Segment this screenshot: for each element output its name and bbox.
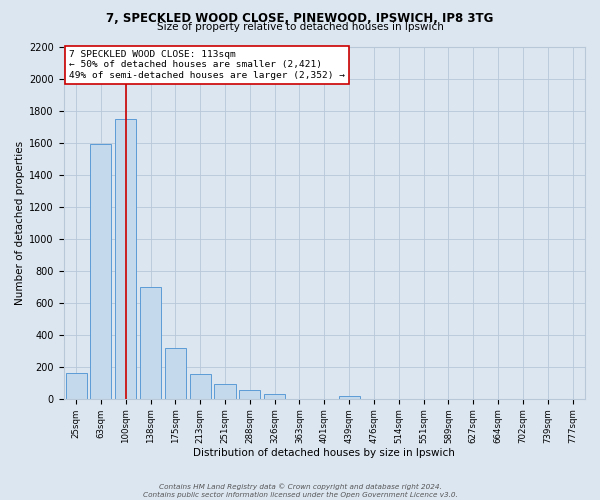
Y-axis label: Number of detached properties: Number of detached properties — [15, 140, 25, 304]
Bar — [65, 373, 86, 398]
Bar — [264, 394, 285, 398]
Text: Contains HM Land Registry data © Crown copyright and database right 2024.
Contai: Contains HM Land Registry data © Crown c… — [143, 484, 457, 498]
Text: 7 SPECKLED WOOD CLOSE: 113sqm
← 50% of detached houses are smaller (2,421)
49% o: 7 SPECKLED WOOD CLOSE: 113sqm ← 50% of d… — [69, 50, 345, 80]
Bar — [190, 374, 211, 398]
Text: 7, SPECKLED WOOD CLOSE, PINEWOOD, IPSWICH, IP8 3TG: 7, SPECKLED WOOD CLOSE, PINEWOOD, IPSWIC… — [106, 12, 494, 26]
Bar — [115, 118, 136, 398]
Bar — [239, 390, 260, 398]
Bar — [338, 396, 359, 398]
Bar — [165, 348, 186, 399]
Bar — [91, 144, 112, 399]
X-axis label: Distribution of detached houses by size in Ipswich: Distribution of detached houses by size … — [193, 448, 455, 458]
Text: Size of property relative to detached houses in Ipswich: Size of property relative to detached ho… — [157, 22, 443, 32]
Bar — [140, 286, 161, 399]
Bar — [214, 384, 236, 398]
